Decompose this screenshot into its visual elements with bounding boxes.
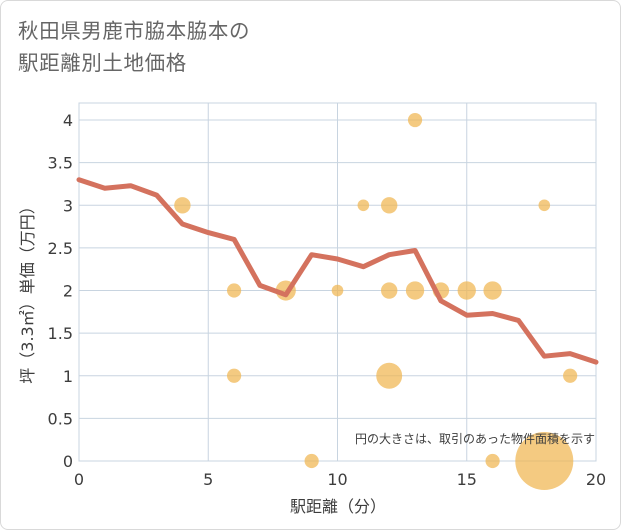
chart-title-line1: 秋田県男鹿市脇本脇本の: [18, 19, 251, 43]
data-bubble: [380, 282, 398, 299]
size-legend-note: 円の大きさは、取引のあった物件面積を示す: [355, 431, 595, 446]
y-tick-label: 4: [63, 111, 73, 130]
data-bubble: [515, 432, 574, 490]
y-tick-label: 0: [63, 452, 73, 471]
data-bubble: [357, 199, 370, 212]
data-bubble: [485, 453, 500, 469]
x-tick-label: 0: [74, 470, 84, 489]
data-bubble: [538, 199, 551, 212]
data-bubble: [226, 368, 242, 383]
y-axis-label: 坪（3.3㎡）単価（万円）: [18, 198, 37, 383]
data-bubble: [331, 284, 344, 297]
chart-title-line2: 駅距離別土地価格: [18, 51, 187, 75]
y-tick-label: 2.5: [48, 239, 73, 258]
chart-title: 秋田県男鹿市脇本脇本の 駅距離別土地価格: [18, 15, 250, 79]
data-bubble: [483, 281, 502, 300]
data-bubble: [380, 197, 398, 214]
x-tick-label: 5: [203, 470, 213, 489]
x-axis-label: 駅距離（分）: [290, 497, 386, 516]
data-bubble: [226, 283, 242, 298]
y-tick-label: 0.5: [48, 409, 73, 428]
data-bubble: [405, 281, 425, 300]
trend-line: [76, 177, 599, 365]
x-tick-label: 20: [586, 470, 606, 489]
data-bubble: [304, 453, 319, 469]
data-bubble: [407, 112, 423, 128]
axis-ticks: 0 0.5 1 1.5 2 2.5 3 3.5 4 0 5 10 15 20: [48, 111, 607, 489]
data-bubble: [376, 362, 403, 389]
data-bubble: [174, 197, 191, 214]
x-tick-label: 15: [457, 470, 477, 489]
trend-line-series: [76, 177, 599, 365]
y-tick-label: 3: [63, 196, 73, 215]
data-bubble: [457, 281, 476, 300]
y-tick-label: 1: [63, 367, 73, 386]
data-bubble: [563, 368, 578, 383]
grid-lines: [78, 102, 597, 462]
y-tick-label: 2: [63, 282, 73, 301]
y-tick-label: 1.5: [48, 324, 73, 343]
x-tick-label: 10: [327, 470, 347, 489]
y-tick-label: 3.5: [48, 154, 73, 173]
